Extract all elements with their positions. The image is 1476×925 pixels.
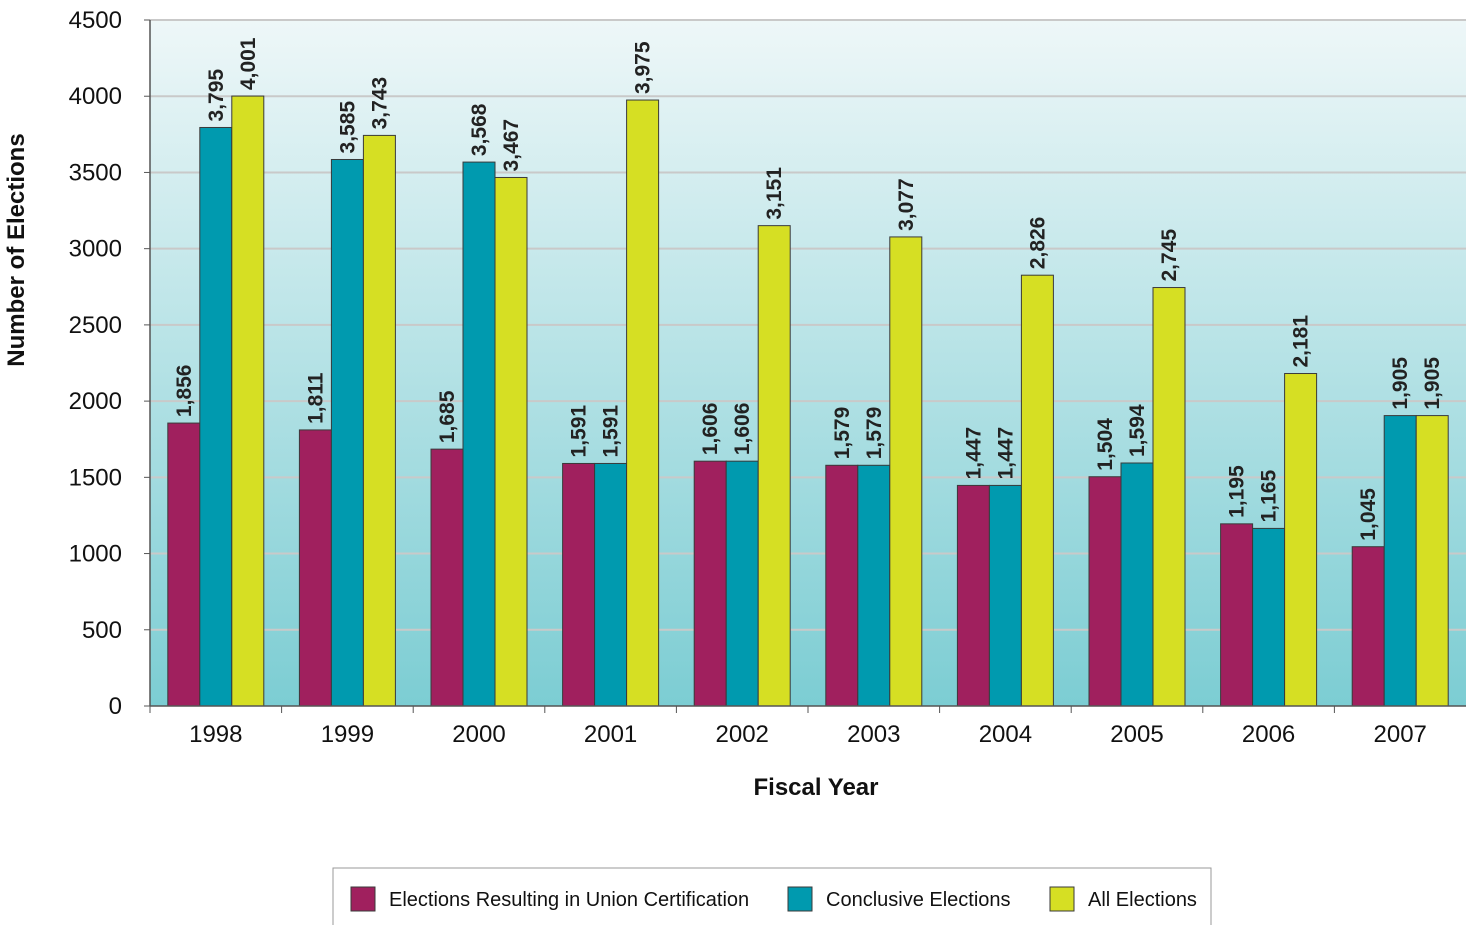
bar: [857, 464, 891, 707]
bar: [1284, 373, 1318, 707]
data-label: 1,591: [600, 405, 623, 458]
bar: [562, 462, 596, 707]
bar: [1351, 546, 1385, 707]
x-axis-title: Fiscal Year: [754, 774, 879, 801]
bar: [889, 236, 923, 707]
y-tick-label: 3000: [69, 236, 122, 263]
data-label: 1,447: [994, 427, 1017, 480]
y-tick-label: 4000: [69, 83, 122, 110]
y-tick-label: 1500: [69, 464, 122, 491]
bar: [167, 422, 201, 707]
data-label: 1,685: [436, 390, 459, 443]
data-label: 3,568: [468, 103, 491, 156]
bar: [1252, 527, 1286, 707]
data-label: 1,606: [731, 403, 754, 456]
data-label: 1,579: [831, 407, 854, 460]
bar: [430, 448, 464, 707]
x-tick-label: 2005: [1110, 721, 1163, 748]
legend-swatch: [787, 886, 813, 912]
bar: [494, 176, 528, 707]
x-tick-label: 2001: [584, 721, 637, 748]
bar: [594, 462, 628, 707]
data-label: 1,504: [1094, 418, 1117, 471]
bar: [330, 158, 364, 707]
legend-swatch: [1049, 886, 1075, 912]
legend-label: All Elections: [1088, 889, 1197, 911]
x-tick-label: 2007: [1374, 721, 1427, 748]
data-label: 1,579: [863, 407, 886, 460]
bar: [462, 161, 496, 707]
data-label: 2,826: [1026, 217, 1049, 270]
data-label: 1,165: [1258, 470, 1281, 523]
y-axis-title: Number of Elections: [3, 133, 30, 366]
data-label: 2,745: [1158, 229, 1181, 282]
bar: [693, 460, 727, 707]
data-label: 1,811: [304, 372, 327, 424]
data-label: 1,856: [173, 365, 196, 418]
bar: [988, 484, 1022, 707]
bar: [1120, 462, 1154, 707]
y-tick-label: 4500: [69, 7, 122, 34]
x-tick-label: 2002: [716, 721, 769, 748]
y-tick-label: 2000: [69, 388, 122, 415]
bar: [825, 464, 859, 707]
data-label: 3,151: [763, 167, 786, 220]
x-tick-label: 2000: [452, 721, 505, 748]
x-tick-label: 2006: [1242, 721, 1295, 748]
bars: [167, 95, 1449, 707]
data-label: 4,001: [237, 37, 260, 90]
bar: [199, 126, 233, 707]
bar: [757, 225, 791, 707]
data-label: 1,905: [1389, 357, 1412, 410]
data-label: 3,795: [205, 69, 228, 122]
bar: [1152, 287, 1186, 707]
bar: [1415, 415, 1449, 707]
data-label: 1,447: [962, 427, 985, 480]
y-tick-label: 2500: [69, 312, 122, 339]
data-label: 1,591: [568, 405, 591, 458]
x-tick-label: 1998: [189, 721, 242, 748]
bar: [1220, 523, 1254, 707]
bar: [362, 134, 396, 707]
legend-swatch: [350, 886, 376, 912]
data-label: 3,585: [336, 101, 359, 154]
y-tick-label: 3500: [69, 159, 122, 186]
bar: [725, 460, 759, 707]
legend: Elections Resulting in Union Certificati…: [332, 867, 1212, 925]
data-label: 2,181: [1290, 315, 1313, 368]
data-label: 3,975: [632, 41, 655, 94]
bar: [1020, 274, 1054, 707]
data-label: 3,743: [368, 77, 391, 130]
legend-label: Conclusive Elections: [826, 889, 1011, 911]
bar: [956, 484, 990, 707]
bar: [1383, 415, 1417, 707]
legend-label: Elections Resulting in Union Certificati…: [389, 889, 749, 911]
x-tick-label: 1999: [321, 721, 374, 748]
y-tick-label: 1000: [69, 541, 122, 568]
data-label: 1,594: [1126, 404, 1149, 457]
data-label: 1,045: [1357, 488, 1380, 541]
data-label: 3,467: [500, 119, 523, 172]
data-label: 3,077: [895, 178, 918, 231]
x-tick-label: 2004: [979, 721, 1032, 748]
y-tick-label: 500: [82, 617, 122, 644]
data-label: 1,195: [1226, 465, 1249, 518]
x-tick-label: 2003: [847, 721, 900, 748]
bar: [626, 99, 660, 707]
data-label: 1,905: [1421, 357, 1444, 410]
bar: [298, 429, 332, 707]
bar: [1088, 476, 1122, 707]
data-labels: 1,856 3,795 4,001 1,811 3,585 3,743 1,685 3,568…: [173, 37, 1444, 540]
data-label: 1,606: [699, 403, 722, 456]
bar: [231, 95, 265, 707]
y-tick-label: 0: [109, 693, 122, 720]
axes: 0 500 1000 1500 2000 2500 3000 3500 4000 4500 1998…: [69, 7, 1466, 748]
